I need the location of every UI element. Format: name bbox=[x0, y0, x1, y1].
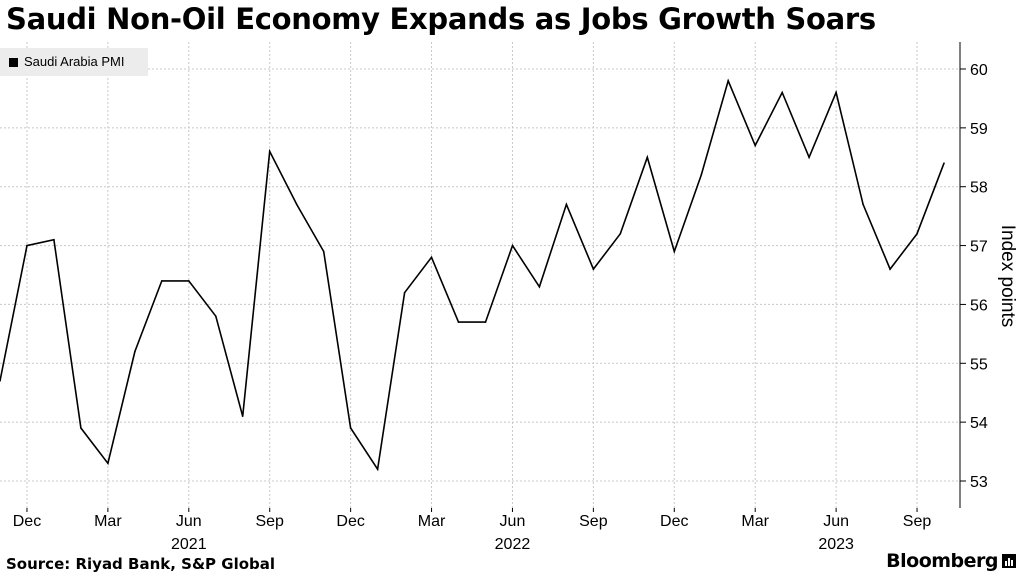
x-tick-label: Jun bbox=[823, 513, 849, 530]
data-point bbox=[134, 350, 136, 353]
data-point bbox=[862, 203, 864, 206]
data-point bbox=[592, 268, 595, 270]
series-points bbox=[0, 80, 945, 471]
data-point bbox=[322, 250, 325, 253]
source-note: Source: Riyad Bank, S&P Global bbox=[6, 555, 276, 573]
x-tick-label: Jun bbox=[176, 513, 202, 530]
legend: Saudi Arabia PMI bbox=[0, 48, 148, 76]
data-point bbox=[646, 156, 649, 159]
data-point bbox=[295, 203, 298, 206]
x-tick-label: Mar bbox=[94, 513, 122, 530]
data-point bbox=[80, 427, 82, 429]
data-point bbox=[619, 233, 622, 235]
year-label: 2022 bbox=[495, 536, 531, 553]
data-point bbox=[835, 91, 837, 94]
y-tick-label: 54 bbox=[970, 415, 988, 432]
data-point bbox=[916, 233, 918, 235]
year-label: 2021 bbox=[171, 536, 207, 553]
data-point bbox=[754, 144, 756, 147]
data-point bbox=[53, 238, 55, 241]
x-tick-label: Sep bbox=[579, 513, 608, 530]
x-tick-label: Sep bbox=[255, 513, 284, 530]
y-tick-label: 53 bbox=[970, 474, 988, 491]
y-tick-label: 58 bbox=[970, 180, 988, 197]
data-point bbox=[673, 250, 676, 253]
y-tick-label: 57 bbox=[970, 239, 988, 256]
brand-logo: Bloomberg bbox=[886, 550, 998, 572]
data-point bbox=[268, 150, 271, 153]
year-label: 2023 bbox=[818, 536, 854, 553]
data-point bbox=[26, 244, 28, 247]
legend-swatch bbox=[9, 58, 18, 67]
data-point bbox=[943, 162, 945, 164]
series-line-saudi-arabia-pmi bbox=[0, 78, 945, 472]
y-tick-label: 60 bbox=[970, 62, 988, 79]
data-point bbox=[889, 268, 891, 270]
data-point bbox=[241, 415, 244, 418]
data-point bbox=[700, 174, 703, 176]
bar-chart-icon bbox=[1002, 554, 1016, 568]
legend-label: Saudi Arabia PMI bbox=[24, 54, 125, 69]
data-point bbox=[781, 91, 783, 94]
x-tick-label: Dec bbox=[13, 513, 41, 530]
data-point bbox=[484, 321, 487, 323]
data-point bbox=[188, 280, 190, 282]
data-point bbox=[349, 427, 352, 429]
page-title: Saudi Non-Oil Economy Expands as Jobs Gr… bbox=[6, 2, 876, 36]
x-tick-label: Jun bbox=[500, 513, 526, 530]
data-point bbox=[511, 244, 514, 247]
data-point bbox=[457, 321, 460, 323]
y-tick-label: 56 bbox=[970, 297, 988, 314]
data-point bbox=[538, 286, 541, 288]
x-tick-label: Mar bbox=[418, 513, 446, 530]
x-tick-label: Mar bbox=[741, 513, 769, 530]
data-point bbox=[215, 315, 217, 318]
x-tick-label: Dec bbox=[336, 513, 364, 530]
data-point bbox=[727, 80, 729, 82]
y-axis-label: Index points bbox=[997, 225, 1018, 327]
x-axis-ticks: Dec Mar Jun Sep Dec Mar Jun Sep Dec Mar Jun Sep bbox=[13, 508, 932, 530]
y-tick-label: 55 bbox=[970, 356, 988, 373]
data-point bbox=[808, 156, 810, 159]
data-point bbox=[403, 291, 406, 294]
data-point bbox=[107, 462, 109, 465]
data-point bbox=[161, 280, 163, 282]
data-point bbox=[0, 380, 1, 382]
data-point bbox=[376, 468, 379, 471]
data-point bbox=[565, 203, 568, 206]
y-axis-ticks: 53 54 55 56 57 58 59 60 bbox=[960, 62, 988, 491]
x-tick-label: Dec bbox=[660, 513, 688, 530]
chart-gridlines bbox=[0, 42, 960, 508]
year-labels: 2021 2022 2023 bbox=[171, 536, 854, 553]
data-point bbox=[430, 256, 433, 259]
y-tick-label: 59 bbox=[970, 121, 988, 138]
x-tick-label: Sep bbox=[903, 513, 932, 530]
